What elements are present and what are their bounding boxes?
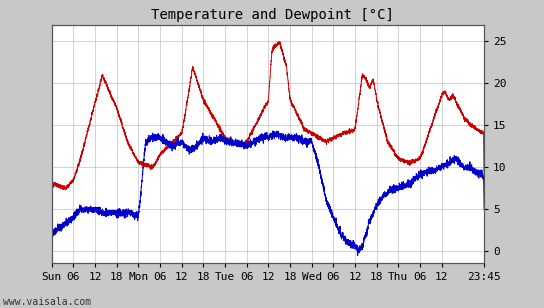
Text: Temperature and Dewpoint [°C]: Temperature and Dewpoint [°C] xyxy=(151,8,393,22)
Text: www.vaisala.com: www.vaisala.com xyxy=(3,298,91,307)
